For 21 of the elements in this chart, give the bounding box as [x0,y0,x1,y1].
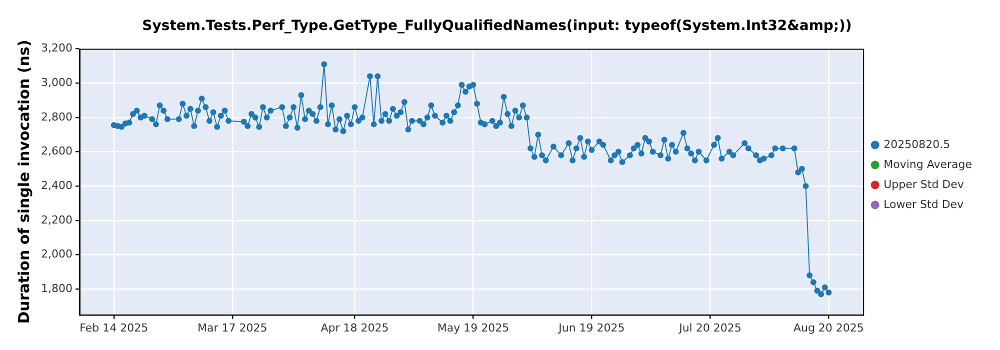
y-axis-title: Duration of single invocation (ns) [14,40,33,324]
chart-title: System.Tests.Perf_Type.GetType_FullyQualifiedNames(input: typeof(System.Int32&amp;)) [142,18,852,34]
legend-label: Moving Average [884,158,972,171]
x-tick-label: Jun 19 2025 [558,321,625,334]
x-tick-label: Mar 17 2025 [198,321,268,334]
y-tick-label: 2,600 [40,144,72,158]
x-tick-label: Aug 20 2025 [793,321,864,334]
y-tick-label: 3,200 [40,42,72,55]
x-tick-label: Jul 20 2025 [678,321,742,334]
x-tick-label: Apr 18 2025 [320,321,389,334]
legend-label: Lower Std Dev [884,198,964,211]
y-tick-label: 2,800 [40,110,72,124]
x-tick-label: Feb 14 2025 [80,321,148,334]
y-tick-label: 2,000 [40,248,72,261]
y-tick-label: 3,000 [40,76,72,89]
legend-label: 20250820.5 [884,138,950,151]
y-tick-label: 2,400 [40,178,72,192]
y-tick-label: 1,800 [40,282,72,295]
legend-label: Upper Std Dev [884,178,964,191]
x-tick-label: May 19 2025 [437,321,510,334]
y-tick-label: 2,200 [40,213,72,226]
